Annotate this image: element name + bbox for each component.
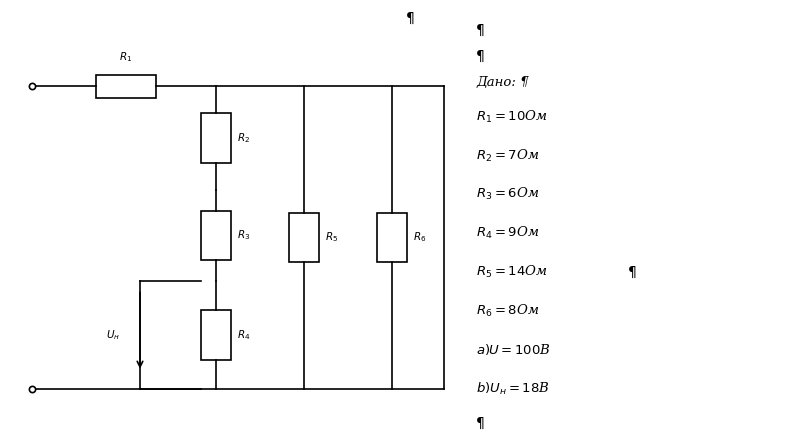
Text: $b)U_н = 18$В: $b)U_н = 18$В bbox=[476, 381, 550, 397]
Text: $U_н$: $U_н$ bbox=[106, 328, 120, 342]
Text: $R_6$: $R_6$ bbox=[413, 231, 426, 245]
Bar bbox=[96, 74, 156, 98]
Text: $R_1 = 10$Ом: $R_1 = 10$Ом bbox=[476, 108, 547, 125]
Text: ¶: ¶ bbox=[628, 265, 637, 279]
Text: $R_1$: $R_1$ bbox=[119, 50, 133, 64]
Text: $R_2$: $R_2$ bbox=[237, 131, 250, 145]
Text: $R_3 = 6$Ом: $R_3 = 6$Ом bbox=[476, 186, 539, 203]
Text: ¶: ¶ bbox=[406, 11, 415, 25]
Bar bbox=[201, 210, 231, 260]
Text: $a)U = 100$В: $a)U = 100$В bbox=[476, 343, 550, 357]
Text: ¶: ¶ bbox=[476, 23, 485, 37]
Text: $R_5 = 14$Ом: $R_5 = 14$Ом bbox=[476, 264, 547, 280]
Bar bbox=[201, 310, 231, 359]
Bar bbox=[377, 213, 407, 263]
Text: ¶: ¶ bbox=[476, 49, 485, 63]
Text: $R_6 = 8$Ом: $R_6 = 8$Ом bbox=[476, 303, 539, 319]
Text: $R_4 = 9$Ом: $R_4 = 9$Ом bbox=[476, 225, 539, 241]
Text: $R_3$: $R_3$ bbox=[237, 229, 250, 242]
Text: ¶: ¶ bbox=[476, 416, 485, 430]
Text: $R_2 = 7$Ом: $R_2 = 7$Ом bbox=[476, 147, 539, 164]
Text: $R_4$: $R_4$ bbox=[237, 328, 250, 342]
Text: Дано: ¶: Дано: ¶ bbox=[476, 76, 529, 89]
Bar bbox=[289, 213, 319, 263]
Bar bbox=[201, 113, 231, 163]
Text: $R_5$: $R_5$ bbox=[325, 231, 338, 245]
